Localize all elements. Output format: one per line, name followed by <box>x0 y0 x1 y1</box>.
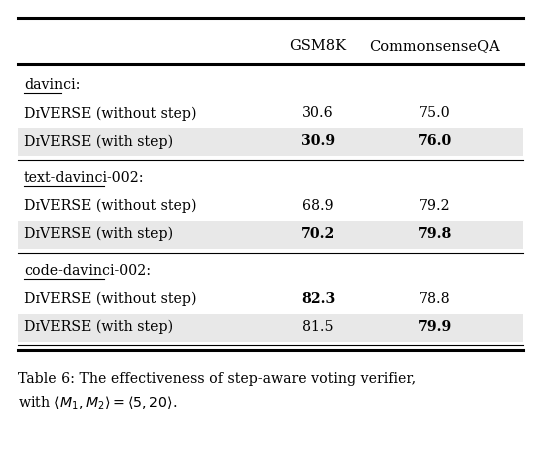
Text: 79.2: 79.2 <box>419 199 451 213</box>
Text: DɪVERSE (with step): DɪVERSE (with step) <box>24 134 173 149</box>
Text: 78.8: 78.8 <box>419 292 451 306</box>
Text: 75.0: 75.0 <box>419 106 451 120</box>
Text: DɪVERSE (with step): DɪVERSE (with step) <box>24 320 173 334</box>
Text: code-davinci-002:: code-davinci-002: <box>24 264 151 278</box>
Text: DɪVERSE (without step): DɪVERSE (without step) <box>24 292 196 306</box>
Text: 30.6: 30.6 <box>302 106 334 120</box>
Bar <box>18 128 523 156</box>
Text: Table 6: The effectiveness of step-aware voting verifier,
with $\langle M_1, M_2: Table 6: The effectiveness of step-aware… <box>18 372 416 412</box>
Text: DɪVERSE (without step): DɪVERSE (without step) <box>24 199 196 213</box>
Text: text-davinci-002:: text-davinci-002: <box>24 171 144 185</box>
Text: 82.3: 82.3 <box>301 292 335 306</box>
Text: 79.9: 79.9 <box>418 320 452 334</box>
Bar <box>18 221 523 249</box>
Text: davinci:: davinci: <box>24 79 81 93</box>
Text: 76.0: 76.0 <box>418 134 452 148</box>
Bar <box>18 313 523 342</box>
Text: DɪVERSE (without step): DɪVERSE (without step) <box>24 106 196 120</box>
Text: GSM8K: GSM8K <box>289 39 347 53</box>
Text: 81.5: 81.5 <box>302 320 334 334</box>
Text: 70.2: 70.2 <box>301 227 335 241</box>
Text: DɪVERSE (with step): DɪVERSE (with step) <box>24 227 173 241</box>
Text: 68.9: 68.9 <box>302 199 334 213</box>
Text: 79.8: 79.8 <box>418 227 452 241</box>
Text: 30.9: 30.9 <box>301 134 335 148</box>
Text: CommonsenseQA: CommonsenseQA <box>370 39 500 53</box>
